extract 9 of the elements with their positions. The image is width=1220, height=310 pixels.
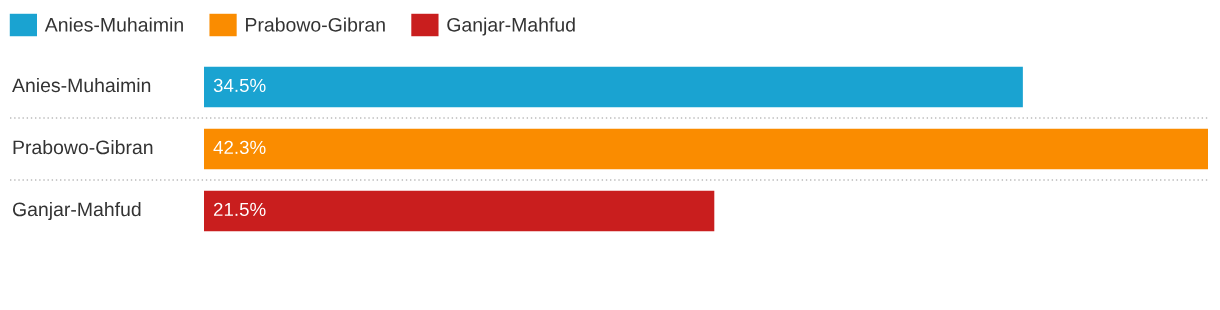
data-label: 34.5% bbox=[213, 78, 266, 93]
y-tick-label: Prabowo-Gibran bbox=[13, 139, 153, 155]
data-label: 42.3% bbox=[213, 140, 266, 155]
legend-label: Ganjar-Mahfud bbox=[447, 17, 575, 36]
data-label: 21.5% bbox=[213, 202, 266, 217]
y-tick-label: Anies-Muhaimin bbox=[12, 77, 151, 93]
y-tick-label: Ganjar-Mahfud bbox=[12, 201, 141, 221]
legend-label: Anies-Muhaimin bbox=[44, 17, 183, 32]
legend-label: Prabowo-Gibran bbox=[246, 17, 385, 32]
